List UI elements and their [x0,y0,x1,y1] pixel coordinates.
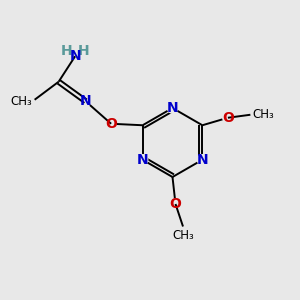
Text: N: N [80,94,92,108]
Text: CH₃: CH₃ [252,108,274,121]
Text: CH₃: CH₃ [11,95,32,108]
Text: H: H [78,44,89,58]
Circle shape [137,155,148,165]
Text: N: N [137,153,148,167]
Circle shape [170,199,181,209]
Text: O: O [105,117,117,131]
Circle shape [106,118,116,129]
Text: N: N [167,101,178,115]
Text: CH₃: CH₃ [172,229,194,242]
Text: N: N [196,153,208,167]
Circle shape [223,112,233,123]
Circle shape [197,155,208,165]
Text: O: O [169,197,181,211]
Circle shape [80,96,91,106]
Text: O: O [222,111,234,125]
Circle shape [167,103,178,113]
Text: H: H [61,44,73,58]
Text: N: N [69,49,81,63]
